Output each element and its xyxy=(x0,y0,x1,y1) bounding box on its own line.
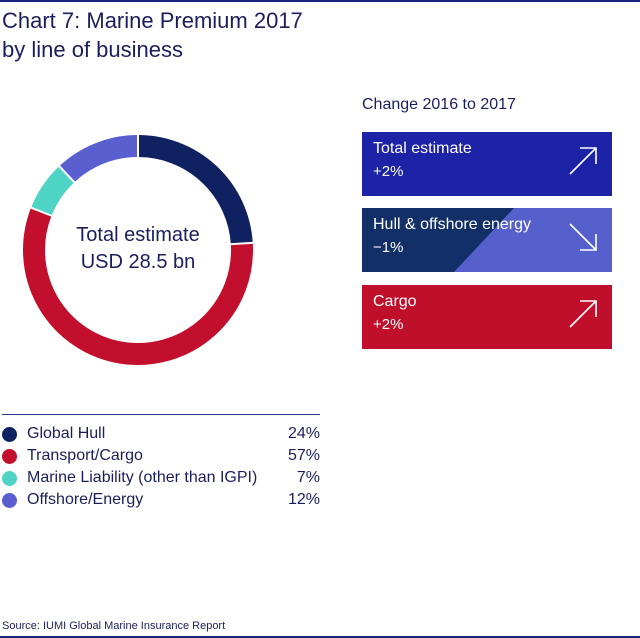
change-card-cargo: Cargo +2% xyxy=(362,285,612,349)
legend-label: Marine Liability (other than IGPI) xyxy=(27,469,258,486)
slice-separator xyxy=(57,164,76,184)
legend-item-transport-cargo: Transport/Cargo 57% xyxy=(2,445,320,467)
chart-title-line2: by line of business xyxy=(2,37,183,62)
legend-value: 7% xyxy=(296,469,320,486)
card-diagonal-background xyxy=(454,208,612,272)
legend-dot xyxy=(2,448,17,464)
donut-chart xyxy=(23,134,254,365)
change-card-hull-offshore: Hull & offshore energy −1% xyxy=(362,208,612,272)
legend: Global Hull 24% Transport/Cargo 57% Mari… xyxy=(2,414,320,511)
card-label: Total estimate xyxy=(373,140,472,157)
card-label: Cargo xyxy=(373,293,417,310)
legend-label: Global Hull xyxy=(27,425,106,442)
chart-title-line1: Chart 7: Marine Premium 2017 xyxy=(2,8,303,33)
donut-slice-transport-cargo xyxy=(23,207,253,365)
legend-item-global-hull: Global Hull 24% xyxy=(2,423,320,445)
slice-separator xyxy=(229,241,254,246)
up-arrow-icon xyxy=(569,300,597,328)
legend-value: 12% xyxy=(287,491,320,508)
card-value: +2% xyxy=(373,163,404,180)
legend-dot xyxy=(2,492,17,508)
legend-label: Transport/Cargo xyxy=(27,447,143,464)
card-value: +2% xyxy=(373,316,404,333)
legend-value: 24% xyxy=(287,425,320,442)
source-note: Source: IUMI Global Marine Insurance Rep… xyxy=(2,620,226,632)
legend-label: Offshore/Energy xyxy=(27,491,144,508)
center-label-line1: Total estimate xyxy=(76,224,200,246)
up-arrow-icon xyxy=(569,147,597,175)
legend-value: 57% xyxy=(287,447,320,464)
down-arrow-icon xyxy=(569,223,597,251)
top-rule xyxy=(0,0,640,2)
slice-separator xyxy=(29,206,53,218)
change-card-total-estimate: Total estimate +2% xyxy=(362,132,612,196)
donut-slice-offshore-energy xyxy=(59,135,139,183)
donut-slice-marine-liability xyxy=(31,166,75,217)
chart-title: Chart 7: Marine Premium 2017 by line of … xyxy=(2,6,303,64)
card-value: −1% xyxy=(373,239,404,256)
donut-center-label: Total estimate USD 28.5 bn xyxy=(40,222,236,276)
legend-dot xyxy=(2,470,17,486)
change-title: Change 2016 to 2017 xyxy=(362,96,516,113)
bottom-rule xyxy=(0,636,640,638)
legend-dot xyxy=(2,426,17,442)
legend-item-marine-liability: Marine Liability (other than IGPI) 7% xyxy=(2,467,320,489)
center-label-line2: USD 28.5 bn xyxy=(80,251,196,273)
donut-slice-global-hull xyxy=(137,135,253,245)
legend-item-offshore-energy: Offshore/Energy 12% xyxy=(2,489,320,511)
card-label: Hull & offshore energy xyxy=(373,216,532,233)
